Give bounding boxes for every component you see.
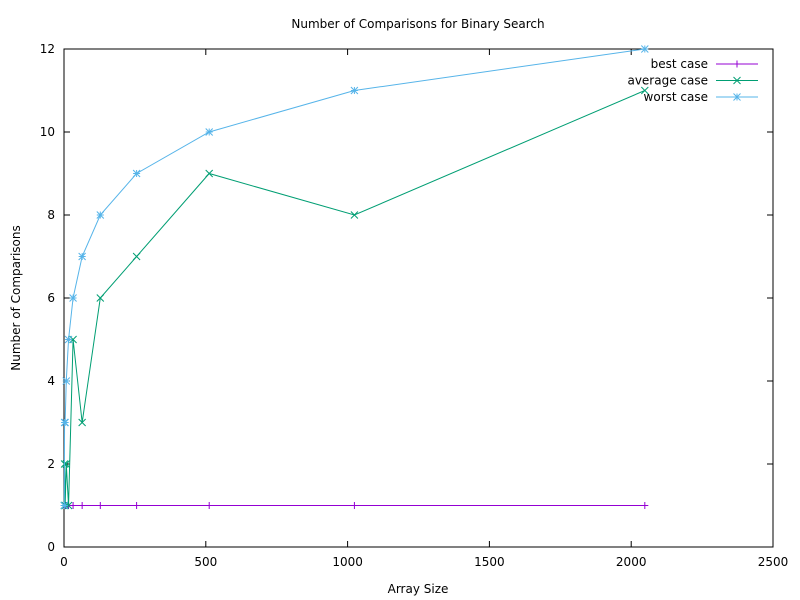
data-point [350, 211, 359, 219]
series-line-2 [63, 48, 645, 506]
data-point [205, 502, 213, 509]
data-point [350, 502, 358, 509]
legend-label-1: average case [627, 74, 708, 88]
legend-marker-1 [733, 76, 741, 85]
data-point [641, 502, 649, 509]
data-point [62, 377, 71, 385]
legend-label-0: best case [651, 57, 708, 71]
y-tick-label: 10 [40, 125, 55, 139]
x-tick-label: 1500 [474, 555, 505, 569]
x-tick-label: 500 [194, 555, 217, 569]
data-point [96, 211, 105, 219]
y-axis-label: Number of Comparisons [9, 225, 23, 371]
x-axis-label: Array Size [388, 582, 449, 596]
data-point [96, 294, 105, 302]
data-point [69, 294, 77, 302]
y-tick-label: 2 [47, 457, 55, 471]
y-tick-label: 0 [47, 540, 55, 554]
data-point [132, 252, 141, 261]
y-tick-label: 6 [47, 291, 55, 305]
legend-label-2: worst case [644, 90, 708, 104]
data-point [61, 418, 69, 427]
data-point [133, 502, 141, 509]
x-tick-label: 0 [60, 555, 68, 569]
y-tick-label: 4 [47, 374, 55, 388]
y-tick-label: 12 [40, 42, 55, 56]
x-tick-label: 2500 [758, 555, 789, 569]
data-point [350, 86, 359, 95]
data-point [78, 418, 87, 427]
plot-frame [63, 48, 774, 548]
axes: 0 500 1000 1500 2000 2500 0 2 4 6 8 10 12 [40, 42, 789, 569]
data-point [640, 86, 649, 95]
data-point [64, 335, 73, 344]
data-point [78, 252, 87, 261]
y-tick-label: 8 [47, 208, 55, 222]
legend-marker-2 [733, 93, 741, 101]
data-point [132, 169, 141, 178]
data-point [78, 502, 86, 509]
data-point [69, 502, 77, 509]
chart-title: Number of Comparisons for Binary Search [291, 17, 544, 31]
data-point [205, 128, 214, 136]
plot-area [60, 45, 649, 510]
x-tick-label: 1000 [332, 555, 363, 569]
legend-marker-0 [733, 60, 741, 68]
data-point [205, 169, 214, 178]
data-point [96, 502, 104, 509]
x-tick-label: 2000 [616, 555, 647, 569]
legend: best case average case worst case [627, 57, 758, 104]
series-line-1 [63, 90, 646, 506]
data-point [640, 45, 649, 53]
data-point [60, 501, 69, 510]
